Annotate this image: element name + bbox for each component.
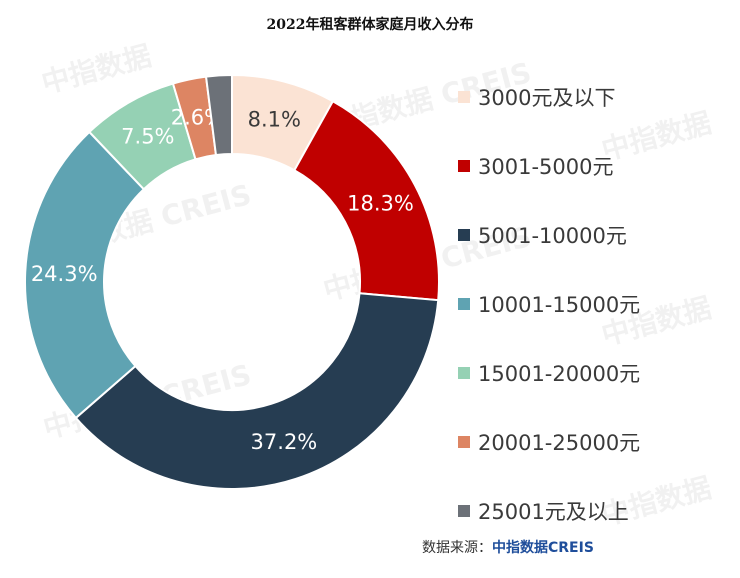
legend-swatch	[458, 504, 470, 517]
legend-label: 15001-20000元	[478, 361, 641, 386]
legend-swatch	[458, 297, 470, 310]
source-label: 数据来源：	[422, 540, 492, 556]
pie-slice	[204, 73, 233, 157]
legend-item: 3001-5000元	[458, 131, 640, 200]
legend-label: 3000元及以下	[478, 85, 616, 110]
legend-swatch	[458, 228, 470, 241]
legend-swatch	[458, 366, 470, 379]
legend-swatch	[458, 159, 470, 172]
legend-label: 25001元及以上	[478, 499, 629, 524]
legend-label: 3001-5000元	[478, 154, 614, 179]
legend-swatch	[458, 435, 470, 448]
legend-item: 10001-15000元	[458, 269, 640, 338]
pie-slice	[74, 292, 440, 490]
legend-item: 3000元及以下	[458, 62, 640, 131]
source-line: 数据来源：中指数据CREIS	[422, 537, 594, 557]
legend-item: 5001-10000元	[458, 200, 640, 269]
slice-value-label: 18.3%	[347, 191, 414, 215]
slice-value-label: 8.1%	[248, 107, 301, 131]
legend-swatch	[458, 90, 470, 103]
legend-item: 25001元及以上	[458, 476, 640, 545]
legend-item: 15001-20000元	[458, 338, 640, 407]
legend: 3000元及以下 3001-5000元 5001-10000元 10001-15000…	[458, 62, 640, 545]
pie-slice	[24, 130, 146, 420]
slice-value-label: 37.2%	[251, 430, 318, 454]
source-value: 中指数据CREIS	[492, 540, 594, 556]
legend-label: 20001-25000元	[478, 430, 641, 455]
slice-value-label: 7.5%	[121, 125, 174, 149]
legend-item: 20001-25000元	[458, 407, 640, 476]
slice-value-label: 24.3%	[31, 262, 98, 286]
legend-label: 5001-10000元	[478, 223, 627, 248]
chart-title: 2022年租客群体家庭月收入分布	[266, 17, 474, 33]
legend-label: 10001-15000元	[478, 292, 641, 317]
